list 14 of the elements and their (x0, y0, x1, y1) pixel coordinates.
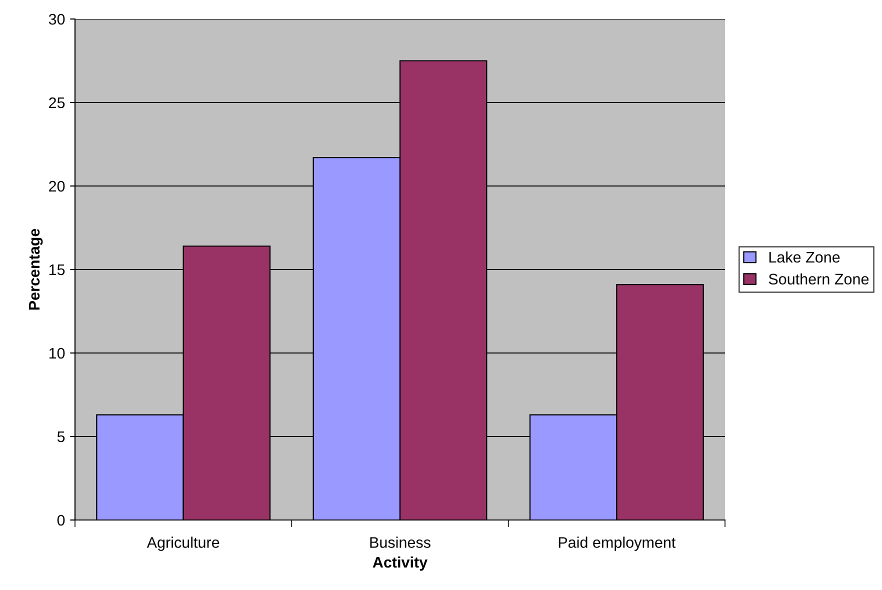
y-tick-label: 30 (48, 14, 65, 25)
y-tick-label: 15 (49, 264, 65, 276)
x-tick-label: Business (370, 536, 430, 548)
x-tick-label: Paid employment (558, 536, 676, 551)
x-axis-title: Activity (372, 556, 428, 571)
y-tick-label: 10 (49, 348, 65, 359)
y-tick-label: 0 (57, 514, 65, 526)
y-tick-label: 5 (57, 432, 65, 442)
y-tick-label: 25 (49, 97, 65, 108)
legend-label: Southern Zone (768, 273, 869, 285)
y-axis-title: Percentage (28, 228, 43, 310)
y-tick-label: 20 (49, 180, 65, 192)
x-tick-label: Agriculture (146, 536, 220, 551)
legend-label: Lake Zone (769, 251, 840, 263)
